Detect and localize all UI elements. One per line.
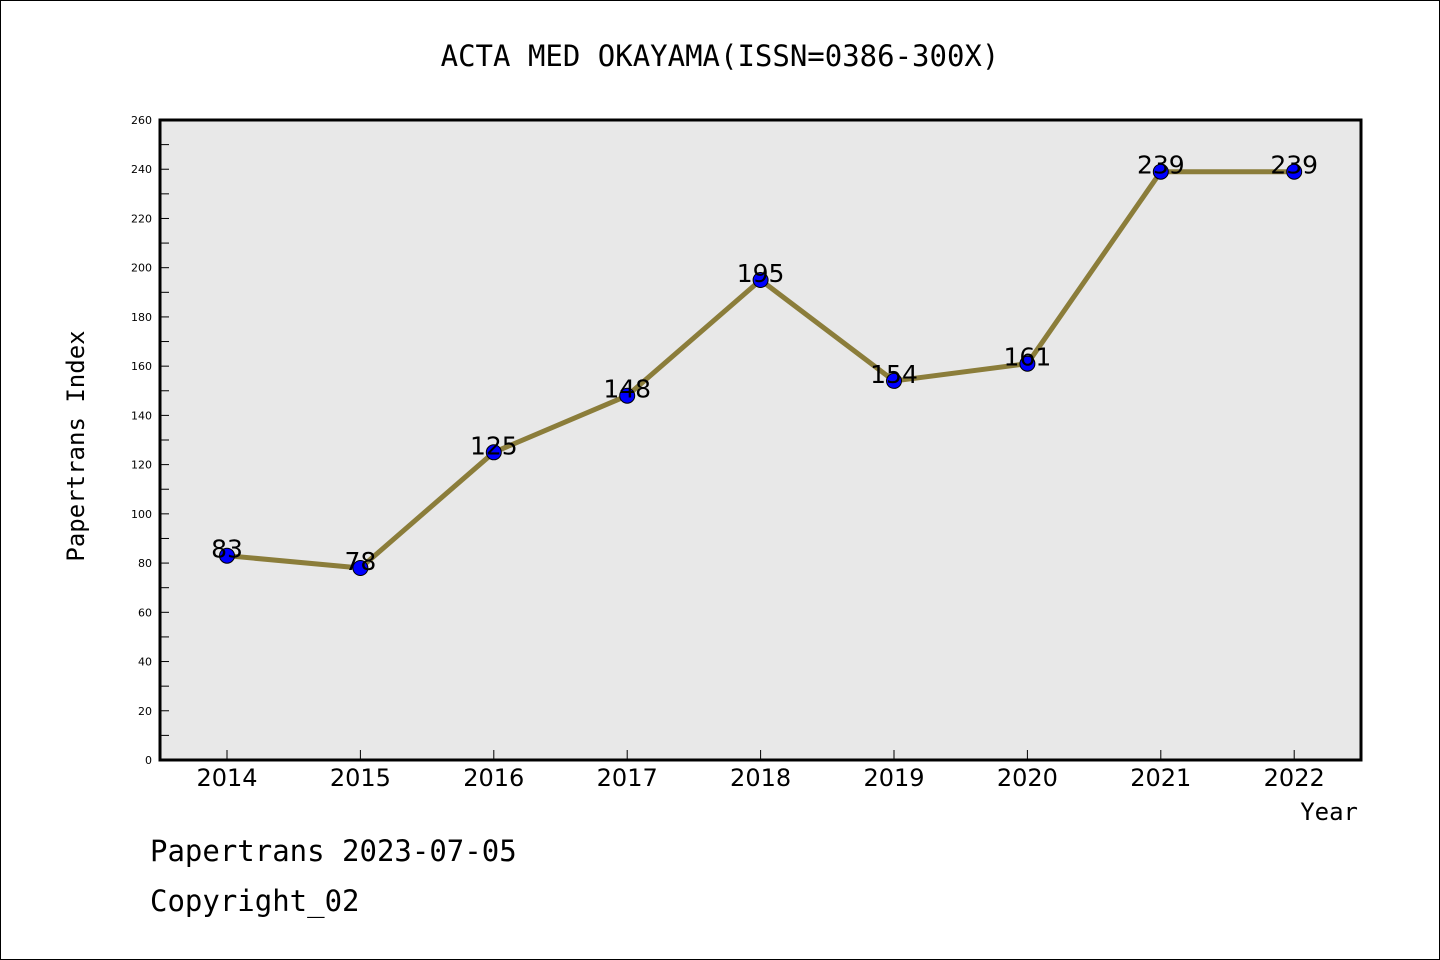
data-point xyxy=(352,560,369,576)
y-tick-label: 240 xyxy=(131,163,152,176)
plot-area xyxy=(158,118,1363,762)
data-label: 83 xyxy=(211,535,243,564)
y-tick-label: 40 xyxy=(138,656,152,669)
x-tick-label: 2019 xyxy=(863,764,924,792)
data-point xyxy=(1286,163,1303,180)
chart-title: ACTA MED OKAYAMA(ISSN=0386-300X) xyxy=(441,39,1000,73)
series-markers xyxy=(219,163,1303,576)
x-tick-label: 2021 xyxy=(1130,764,1191,792)
y-tick-label: 260 xyxy=(131,114,152,127)
data-label: 195 xyxy=(737,259,785,288)
y-tick-label: 120 xyxy=(131,459,152,472)
x-tick-label: 2020 xyxy=(997,764,1058,792)
y-tick-label: 20 xyxy=(138,705,152,718)
data-label: 78 xyxy=(344,547,376,576)
data-point xyxy=(752,272,769,288)
x-tick-label: 2017 xyxy=(597,764,658,792)
data-label: 239 xyxy=(1270,151,1318,180)
x-tick-label: 2014 xyxy=(196,764,257,792)
footer-date: Papertrans 2023-07-05 xyxy=(150,834,517,868)
x-axis: 2014 2015 2016 2017 2018 2019 2020 2021 2022 xyxy=(196,750,1325,792)
data-label: 154 xyxy=(870,360,918,389)
data-label: 161 xyxy=(1004,343,1052,372)
x-tick-label: 2015 xyxy=(330,764,391,792)
data-label: 148 xyxy=(603,375,651,404)
y-tick-label: 220 xyxy=(131,212,152,225)
data-point xyxy=(619,387,636,404)
y-tick-label: 100 xyxy=(131,508,152,521)
y-axis: 0 20 40 60 80 100 120 140 160 180 200 220 240 260 xyxy=(131,114,169,767)
x-tick-label: 2016 xyxy=(463,764,524,792)
data-point xyxy=(1019,355,1036,372)
data-label: 239 xyxy=(1137,151,1185,180)
data-point xyxy=(219,547,235,564)
y-tick-label: 140 xyxy=(131,409,152,422)
y-tick-label: 60 xyxy=(138,606,152,619)
data-point xyxy=(485,444,502,461)
y-tick-label: 0 xyxy=(145,754,152,767)
footer-copyright: Copyright_02 xyxy=(150,884,360,918)
x-axis-label: Year xyxy=(1300,798,1358,826)
data-labels: 83 78 125 148 195 154 161 239 239 xyxy=(211,151,1318,576)
data-label: 125 xyxy=(470,431,518,460)
x-tick-label: 2022 xyxy=(1264,764,1325,792)
x-tick-label: 2018 xyxy=(730,764,791,792)
y-tick-label: 160 xyxy=(131,360,152,373)
data-point xyxy=(1152,163,1169,180)
y-tick-label: 80 xyxy=(138,557,152,570)
data-point xyxy=(886,372,902,389)
y-tick-label: 180 xyxy=(131,311,152,324)
y-axis-label: Papertrans Index xyxy=(62,330,90,561)
y-tick-label: 200 xyxy=(131,262,152,275)
